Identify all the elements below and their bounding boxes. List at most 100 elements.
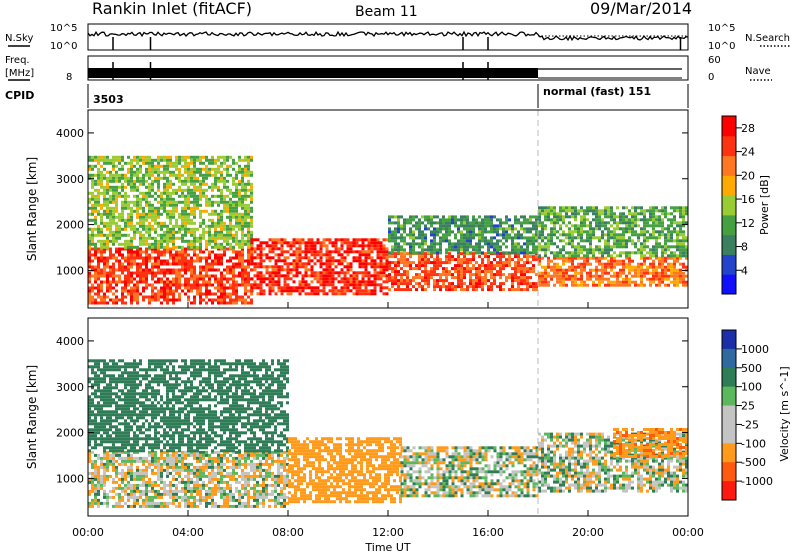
data-cell [235, 256, 238, 260]
data-cell [199, 292, 202, 296]
data-cell [655, 245, 658, 249]
data-cell [406, 242, 409, 246]
data-cell [136, 456, 139, 460]
data-cell [250, 209, 253, 213]
data-cell [238, 274, 241, 278]
data-cell [115, 206, 118, 210]
data-cell [157, 504, 160, 508]
data-cell [301, 256, 305, 260]
data-cell [184, 212, 187, 216]
data-cell [112, 194, 115, 198]
data-cell [100, 227, 103, 231]
data-cell [370, 262, 374, 266]
data-cell [184, 179, 187, 183]
data-cell [190, 227, 193, 231]
data-cell [172, 280, 175, 284]
data-cell [142, 474, 145, 478]
data-cell [565, 277, 568, 281]
data-cell [190, 191, 193, 195]
data-cell [127, 480, 130, 484]
data-cell [118, 450, 121, 454]
data-cell [166, 492, 169, 496]
data-cell [679, 274, 682, 278]
data-cell [682, 206, 685, 210]
data-cell [169, 456, 172, 460]
data-cell [598, 236, 601, 240]
data-cell [235, 224, 238, 228]
data-cell [460, 288, 463, 292]
data-cell [127, 495, 130, 499]
data-cell [343, 265, 347, 269]
data-cell [664, 274, 667, 278]
data-cell [229, 188, 232, 192]
data-cell [103, 274, 106, 278]
data-cell [499, 264, 502, 268]
data-cell [175, 161, 178, 165]
data-cell [196, 194, 199, 198]
data-cell [193, 221, 196, 225]
data-cell [133, 474, 136, 478]
data-cell [133, 209, 136, 213]
data-cell [160, 268, 163, 272]
data-cell [574, 265, 577, 269]
data-cell [172, 489, 175, 493]
data-cell [100, 155, 103, 159]
data-cell [193, 176, 196, 180]
data-cell [136, 292, 139, 296]
data-cell [355, 286, 359, 290]
data-cell [541, 224, 544, 228]
data-cell [631, 227, 634, 231]
data-cell [193, 239, 196, 243]
data-cell [211, 161, 214, 165]
data-cell [334, 271, 338, 275]
data-cell [679, 227, 682, 231]
data-cell [541, 227, 544, 231]
data-cell [397, 224, 400, 228]
data-cell [109, 239, 112, 243]
data-cell [142, 280, 145, 284]
data-cell [622, 206, 625, 210]
data-cell [229, 265, 232, 269]
data-cell [88, 286, 91, 290]
data-cell [214, 161, 217, 165]
data-cell [409, 221, 412, 225]
data-cell [640, 218, 643, 222]
data-cell [433, 245, 436, 249]
data-cell [388, 233, 391, 237]
data-cell [508, 233, 511, 237]
data-cell [481, 230, 484, 234]
data-cell [181, 200, 184, 204]
data-cell [94, 280, 97, 284]
data-cell [217, 256, 220, 260]
data-cell [289, 262, 293, 266]
data-cell [469, 239, 472, 243]
data-cell [622, 283, 625, 287]
data-cell [436, 261, 439, 265]
data-cell [610, 248, 613, 252]
power-colorbar-band [722, 274, 736, 295]
data-cell [472, 218, 475, 222]
data-cell [484, 273, 487, 277]
data-cell [538, 236, 541, 240]
data-cell [151, 179, 154, 183]
data-cell [670, 265, 673, 269]
data-cell [490, 251, 493, 255]
data-cell [601, 256, 604, 260]
data-cell [214, 268, 217, 272]
data-cell [301, 280, 305, 284]
data-cell [520, 264, 523, 268]
data-cell [622, 277, 625, 281]
data-cell [232, 236, 235, 240]
data-cell [214, 292, 217, 296]
data-cell [655, 248, 658, 252]
data-cell [331, 259, 335, 263]
data-cell [553, 212, 556, 216]
data-cell [538, 230, 541, 234]
data-cell [598, 280, 601, 284]
data-cell [391, 233, 394, 237]
data-cell [502, 267, 505, 271]
data-cell [358, 283, 362, 287]
data-cell [583, 221, 586, 225]
data-cell [463, 215, 466, 219]
data-cell [445, 261, 448, 265]
